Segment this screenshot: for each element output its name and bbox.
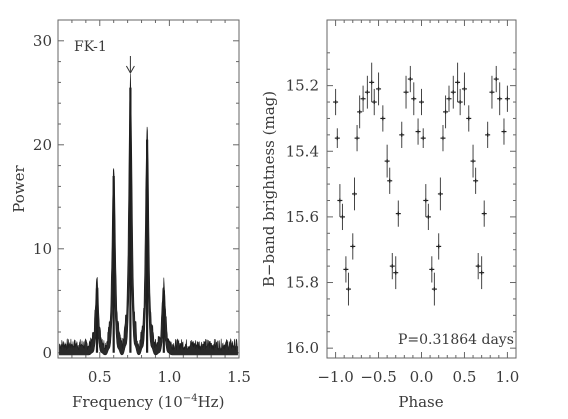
data-point [339,203,345,231]
data-point [457,88,463,116]
left-x-axis-title: Frequency (10−4Hz) [72,393,224,411]
right-plot-frame [326,19,517,359]
x-tick-label: 1.0 [495,368,519,386]
phase-curve-panel: −1.0 −0.5 0.0 0.5 1.0 15.2 15.4 15.6 15.8 16.0 P… [260,19,519,411]
data-point [399,121,405,148]
data-point [407,65,413,93]
data-point [364,75,370,109]
data-point [389,252,395,280]
data-point [466,105,472,132]
data-point [333,88,339,116]
data-point [380,105,386,132]
power-spectrum-panel: FK-1 0.5 1.0 1.5 0 10 20 30 Frequency (10−4Hz… [10,19,251,411]
data-point [376,72,382,106]
data-point [437,177,443,211]
data-point [443,95,449,129]
x-tick-label: 0.0 [410,368,434,386]
y-tick-label: 15.2 [286,77,319,95]
data-point [393,256,399,290]
data-point [431,272,437,306]
right-x-tick-labels: −1.0 −0.5 0.0 0.5 1.0 [317,368,519,386]
x-axis-title-unit: Hz) [198,393,225,411]
data-point [411,82,417,116]
data-point [334,128,340,148]
data-point [489,75,495,109]
data-point [481,200,487,227]
data-point [369,62,375,103]
y-tick-label: 10 [33,240,52,258]
y-tick-label: 16.0 [286,339,319,357]
data-point [429,256,435,283]
data-point [419,88,424,116]
right-y-tick-labels: 15.2 15.4 15.6 15.8 16.0 [286,77,319,358]
data-point [504,85,510,112]
data-point [345,272,351,306]
data-point [351,177,357,211]
data-point [450,75,456,109]
data-point [485,121,491,148]
arrow-head [125,65,135,75]
right-ticks [327,20,516,358]
data-point [337,184,343,217]
y-tick-label: 0 [42,344,52,362]
data-point [360,85,366,112]
fk-label: FK-1 [74,39,107,55]
y-tick-label: 15.4 [286,142,319,160]
x-axis-title-main: Frequency (10 [72,393,183,411]
x-axis-title-exponent: −4 [183,393,198,404]
data-point [387,167,393,194]
left-y-tick-labels: 0 10 20 30 [33,32,52,362]
x-tick-label: 1.0 [157,368,181,386]
data-point [350,233,356,260]
y-tick-label: 15.8 [286,274,319,292]
data-point [395,200,401,227]
power-spectrum-series [59,73,238,356]
data-point [415,118,421,145]
phase-curve-series [333,62,510,306]
y-tick-label: 20 [33,136,52,154]
data-point [425,203,431,231]
x-tick-label: 0.5 [453,368,477,386]
left-x-tick-labels: 0.5 1.0 1.5 [88,368,251,386]
arrow-down-icon [125,56,135,75]
data-point [371,88,377,116]
y-tick-label: 15.6 [286,208,319,226]
data-point [423,184,429,217]
data-point [343,256,349,283]
data-point [501,118,507,145]
right-y-axis-title: B−band brightness (mag) [260,91,278,287]
x-tick-label: −1.0 [317,368,353,386]
data-point [384,144,390,178]
data-point [440,125,446,152]
left-y-axis-title: Power [10,164,28,212]
x-tick-label: 0.5 [88,368,112,386]
period-annotation: P=0.31864 days [398,332,514,348]
data-point [470,144,476,178]
data-point [354,125,360,152]
right-x-axis-title: Phase [398,393,443,411]
data-point [473,167,479,194]
data-point [357,95,363,129]
data-point [461,72,467,106]
data-point [475,252,481,280]
peak-markers [95,87,165,353]
data-point [446,85,452,112]
data-point [420,128,426,148]
x-tick-label: 1.5 [227,368,251,386]
data-point [455,62,461,103]
data-point [493,65,499,93]
data-point [497,82,503,116]
y-tick-label: 30 [33,32,52,50]
data-point [403,75,409,109]
data-point [436,233,442,260]
data-point [479,256,485,290]
x-tick-label: −0.5 [360,368,396,386]
left-plot-frame [57,19,240,359]
